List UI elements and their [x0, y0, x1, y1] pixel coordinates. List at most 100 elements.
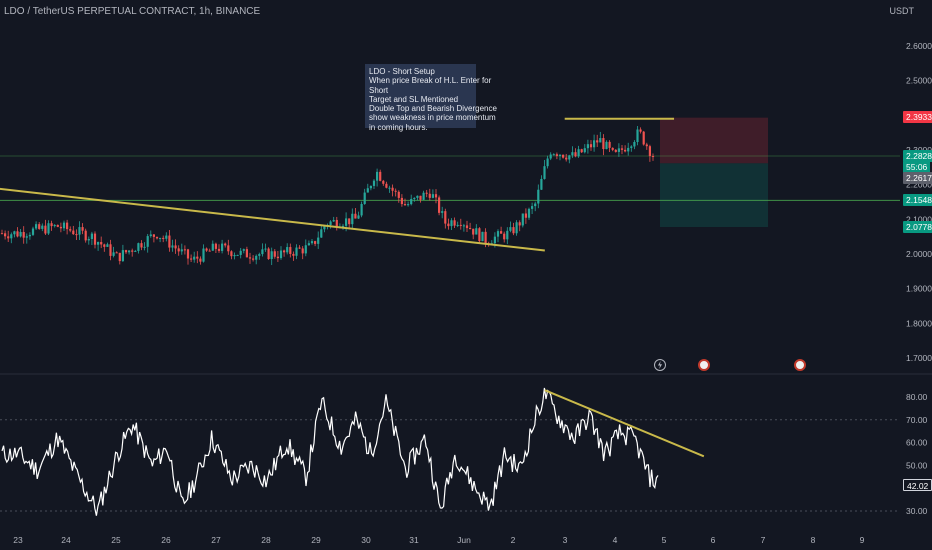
candle-body [162, 237, 165, 239]
candle-series [0, 126, 655, 266]
candle-body [270, 251, 273, 260]
event-flag-icon[interactable] [794, 359, 806, 371]
trade-note[interactable]: LDO - Short Setup When price Break of H.… [365, 64, 497, 132]
symbol-title[interactable]: LDO / TetherUS PERPETUAL CONTRACT, 1h, B… [4, 6, 261, 17]
candle-body [394, 190, 397, 192]
candle-body [397, 191, 400, 198]
candle-body [97, 242, 100, 245]
rsi-tick-label: 70.00 [906, 415, 928, 425]
candle-body [205, 248, 208, 251]
price-tick-label: 2.6000 [906, 41, 932, 51]
candle-body [236, 254, 239, 256]
candle-body [627, 147, 630, 152]
candle-body [267, 248, 270, 260]
candle-body [546, 158, 549, 167]
candle-body [472, 228, 475, 235]
candle-body [469, 228, 472, 230]
candle-body [456, 224, 459, 226]
candle-body [400, 197, 403, 205]
candle-body [307, 243, 310, 246]
candle-body [434, 194, 438, 198]
candle-body [28, 234, 31, 237]
time-tick-label: 3 [563, 535, 568, 545]
candle-body [13, 231, 16, 235]
time-tick-label: 6 [711, 535, 716, 545]
candle-body [335, 219, 338, 228]
note-line: LDO - Short Setup [369, 67, 435, 76]
candle-body [72, 230, 75, 235]
candle-body [586, 144, 589, 149]
candle-body [149, 234, 152, 237]
candle-body [617, 148, 620, 152]
candle-body [193, 256, 196, 260]
candle-body [41, 225, 44, 229]
candle-body [62, 222, 66, 229]
candle-body [332, 219, 335, 222]
candle-body [537, 189, 540, 204]
time-axis[interactable]: 23 24 25 26 27 28 29 30 31 Jun 2 3 4 5 6 7 8 9 [13, 535, 864, 545]
candle-body [109, 244, 112, 256]
entry-tag: 2.2617 [903, 172, 932, 184]
candle-body [273, 251, 276, 257]
candle-body [100, 242, 103, 245]
price-trendlines [0, 117, 675, 252]
candle-body [292, 253, 295, 256]
candle-body [10, 234, 13, 239]
candle-body [549, 154, 552, 159]
price-tick-label: 1.8000 [906, 318, 932, 328]
price-tick-label: 2.0000 [906, 249, 932, 259]
candle-body [509, 227, 512, 231]
candle-body [450, 220, 453, 227]
time-tick-label: 26 [161, 535, 171, 545]
event-flag-icon[interactable] [698, 359, 710, 371]
candle-body [503, 233, 506, 240]
candle-body [31, 228, 35, 235]
candle-body [444, 211, 447, 224]
time-tick-label: 29 [311, 535, 321, 545]
rsi-tick-label: 60.00 [906, 438, 928, 448]
time-tick-label: 4 [613, 535, 618, 545]
note-line: Double Top and Bearish Divergence [369, 104, 497, 114]
candle-body [605, 141, 608, 150]
candle-body [624, 149, 627, 152]
time-tick-label: 27 [211, 535, 221, 545]
time-tick-label: 23 [13, 535, 23, 545]
time-tick-label: 31 [409, 535, 419, 545]
candle-body [208, 250, 211, 252]
time-tick-label: 25 [111, 535, 121, 545]
candle-body [574, 152, 577, 157]
price-tick-label: 1.7000 [906, 353, 932, 363]
candle-body [506, 230, 509, 240]
candle-body [620, 148, 624, 150]
time-tick-label: 5 [662, 535, 667, 545]
candle-body [320, 229, 323, 238]
candle-body [379, 171, 382, 181]
candle-body [555, 154, 558, 157]
rsi-divergence-trendline [544, 389, 705, 458]
lightning-icon[interactable] [654, 359, 666, 371]
candle-body [438, 197, 441, 213]
candle-body [651, 156, 655, 158]
trendline-descending [0, 187, 545, 252]
candle-body [527, 208, 531, 218]
candle-body [645, 144, 648, 147]
candle-body [496, 231, 500, 237]
candle-body [183, 249, 186, 251]
time-tick-label: 2 [511, 535, 516, 545]
candle-body [534, 203, 537, 207]
candle-body [196, 256, 199, 259]
candle-body [0, 233, 4, 235]
candle-body [419, 195, 422, 200]
candle-body [301, 248, 304, 254]
candle-body [128, 250, 131, 253]
note-line: in coming hours. [369, 122, 428, 132]
candle-body [140, 243, 143, 248]
candle-body [248, 257, 252, 259]
note-line: Target and SL Mentioned [369, 94, 459, 104]
candle-body [602, 138, 605, 150]
candle-body [252, 258, 255, 260]
candle-body [59, 226, 62, 229]
candle-body [648, 146, 651, 157]
